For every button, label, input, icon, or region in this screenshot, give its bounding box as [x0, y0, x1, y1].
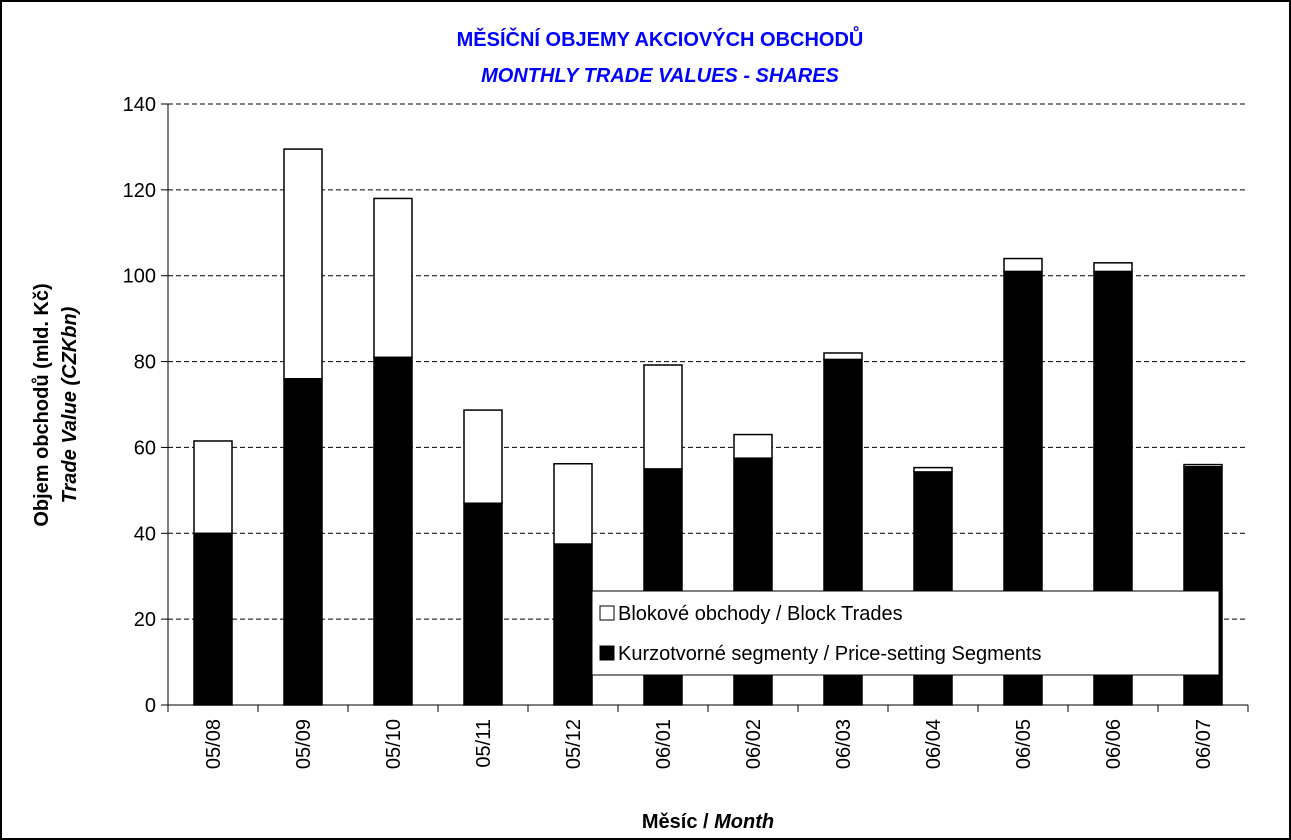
bar-segment [553, 543, 593, 706]
x-tick-label: 06/05 [1013, 719, 1035, 769]
x-axis-label-part: Month [714, 811, 774, 833]
x-axis-label-part: Měsíc / [642, 811, 709, 833]
bar-segment [193, 532, 233, 706]
y-tick-label: 140 [123, 94, 156, 116]
bar-segment [1093, 262, 1133, 273]
legend-label: Blokové obchody / Block Trades [618, 603, 903, 625]
bar-segment [283, 377, 323, 706]
x-tick-label: 06/02 [743, 719, 765, 769]
x-tick-label: 06/04 [923, 719, 945, 769]
bar-segment [1003, 257, 1043, 273]
y-tick-label: 60 [134, 437, 156, 459]
x-axis-label: Měsíc / Month [642, 811, 774, 833]
legend-swatch [599, 645, 615, 661]
y-tick-label: 20 [134, 609, 156, 631]
bar-segment [373, 356, 413, 706]
bar-segment [913, 466, 953, 473]
x-tick-label: 06/07 [1193, 719, 1215, 769]
y-axis-label: Trade Value (CZKbn) [59, 306, 81, 503]
y-tick-label: 80 [134, 352, 156, 374]
bar-segment [373, 197, 413, 359]
bar-segment [553, 462, 593, 545]
bar-segment [463, 409, 503, 504]
y-tick-label: 100 [123, 266, 156, 288]
x-tick-label: 06/01 [653, 719, 675, 769]
bar-segment [643, 364, 683, 470]
x-tick-label: 06/03 [833, 719, 855, 769]
y-tick-label: 40 [134, 523, 156, 545]
x-tick-label: 05/11 [473, 719, 495, 768]
bar-segment [1183, 463, 1223, 468]
bar-segment [733, 433, 773, 459]
y-tick-label: 0 [145, 695, 156, 717]
x-tick-label: 05/08 [203, 719, 225, 769]
x-tick-label: 05/10 [383, 719, 405, 769]
bar-segment [463, 502, 503, 706]
x-tick-label: 06/06 [1103, 719, 1125, 769]
legend-swatch [599, 605, 615, 621]
x-tick-label: 05/12 [563, 719, 585, 769]
x-tick-label: 05/09 [293, 719, 315, 769]
legend [591, 590, 1220, 676]
legend-label: Kurzotvorné segmenty / Price-setting Seg… [618, 643, 1042, 665]
chart-subtitle: MONTHLY TRADE VALUES - SHARES [481, 65, 839, 87]
y-tick-label: 120 [123, 180, 156, 202]
bar-segment [283, 148, 323, 380]
bar-segment [823, 352, 863, 361]
bar-segment [193, 440, 233, 535]
y-axis-label: Objem obchodů (mld. Kč) [31, 283, 53, 526]
chart-title: MĚSÍČNÍ OBJEMY AKCIOVÝCH OBCHODŮ [457, 25, 864, 51]
